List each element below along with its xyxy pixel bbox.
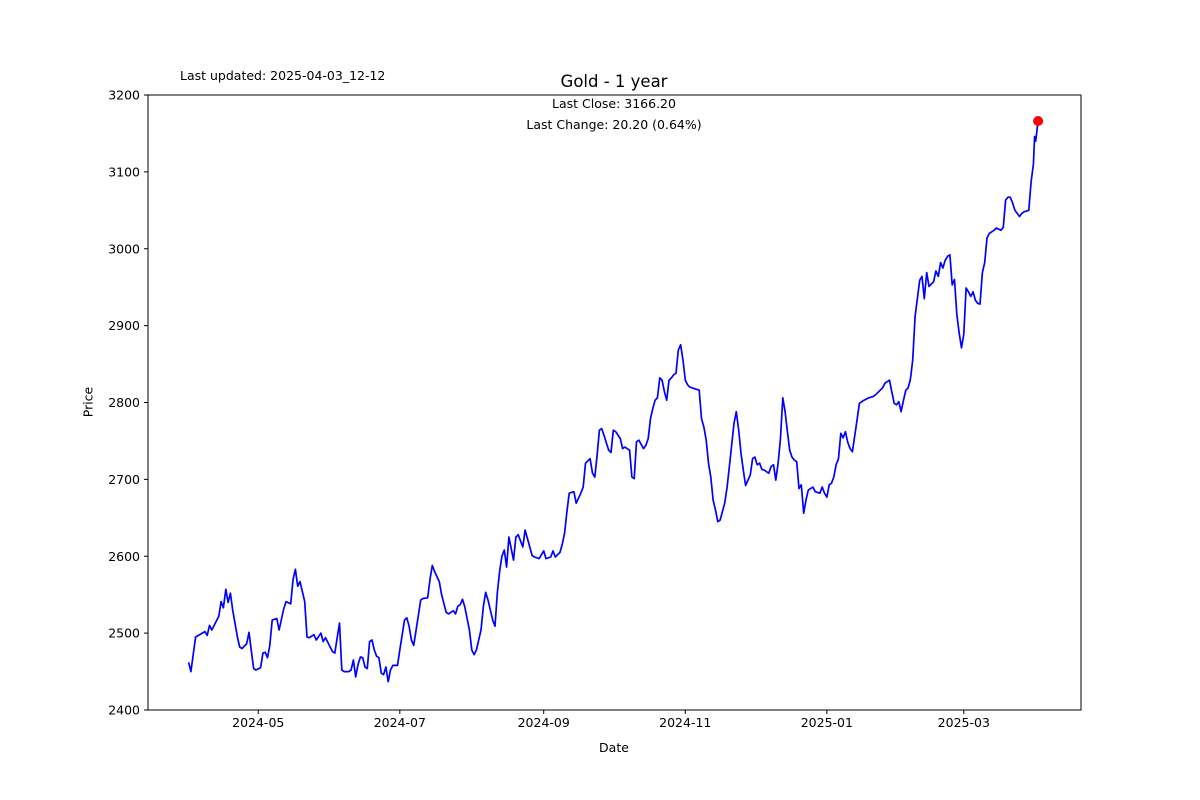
last-updated-label: Last updated: 2025-04-03_12-12: [180, 68, 386, 83]
y-tick-label: 2800: [108, 395, 140, 410]
x-tick-label: 2025-03: [938, 715, 990, 730]
y-tick-label: 3100: [108, 164, 140, 179]
x-tick-label: 2024-11: [659, 715, 711, 730]
y-tick-label: 2700: [108, 472, 140, 487]
x-tick-label: 2024-09: [518, 715, 570, 730]
x-axis-label: Date: [599, 740, 629, 755]
axis-ticks: [144, 94, 965, 714]
chart-title: Gold - 1 year: [560, 72, 668, 91]
axis-tick-labels: 2400 2500 2600 2700 2800 2900 3000 3100 3200 2024…: [108, 88, 990, 731]
y-tick-label: 2400: [108, 703, 140, 718]
x-tick-label: 2024-07: [374, 715, 426, 730]
y-tick-label: 3000: [108, 241, 140, 256]
x-tick-label: 2025-01: [801, 715, 853, 730]
price-line: [187, 120, 1039, 683]
y-tick-label: 2600: [108, 549, 140, 564]
last-close-annotation: Last Close: 3166.20: [552, 96, 676, 111]
y-axis-label: Price: [80, 386, 96, 418]
last-change-annotation: Last Change: 20.20 (0.64%): [526, 117, 702, 132]
y-tick-label: 2900: [108, 318, 140, 333]
plot-area-frame: [147, 94, 1082, 711]
y-tick-label: 3200: [108, 88, 140, 103]
x-tick-label: 2024-05: [232, 715, 284, 730]
y-tick-label: 2500: [108, 626, 140, 641]
last-price-marker: [1033, 116, 1044, 126]
